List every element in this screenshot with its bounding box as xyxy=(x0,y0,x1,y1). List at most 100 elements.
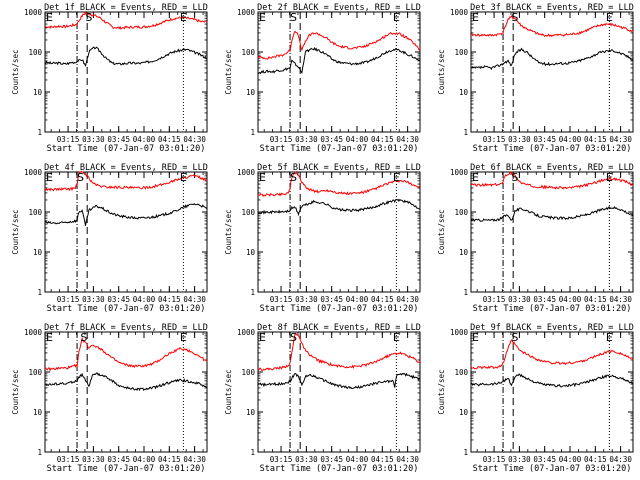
x-tick-label: 04:30 xyxy=(609,455,632,464)
x-tick-label: 04:00 xyxy=(559,295,582,304)
series-line-lld xyxy=(257,170,421,198)
y-tick-label: 10 xyxy=(33,88,43,97)
y-tick-label: 1 xyxy=(463,448,468,457)
y-axis-label: Counts/sec xyxy=(437,209,446,254)
x-axis-label: Start Time (07-Jan-07 03:01:20) xyxy=(473,464,632,474)
x-tick-label: 03:45 xyxy=(533,295,556,304)
panel-title: Det 6f BLACK = Events, RED = LLD xyxy=(470,163,634,173)
x-tick-label: 04:30 xyxy=(183,455,206,464)
marker-e: E xyxy=(393,11,400,24)
panel-title: Det 7f BLACK = Events, RED = LLD xyxy=(44,323,208,333)
x-tick-label: 04:00 xyxy=(559,455,582,464)
x-tick-label: 03:30 xyxy=(295,135,318,144)
y-tick-label: 10 xyxy=(246,88,256,97)
panel-title: Det 4f BLACK = Events, RED = LLD xyxy=(44,163,208,173)
marker-e: E xyxy=(46,171,53,184)
marker-e: E xyxy=(180,331,187,344)
x-tick-label: 04:00 xyxy=(559,135,582,144)
y-tick-label: 1 xyxy=(37,288,42,297)
plot-frame xyxy=(44,11,208,133)
marker-e: E xyxy=(259,331,266,344)
y-tick-label: 1 xyxy=(37,448,42,457)
plot-frame xyxy=(257,11,421,133)
x-tick-label: 04:00 xyxy=(346,455,369,464)
x-tick-label: 03:45 xyxy=(533,135,556,144)
x-tick-label: 04:00 xyxy=(346,135,369,144)
x-tick-label: 04:15 xyxy=(158,455,181,464)
x-tick-label: 03:15 xyxy=(483,295,506,304)
x-tick-label: 03:30 xyxy=(508,135,531,144)
marker-e: E xyxy=(472,331,479,344)
y-tick-label: 1000 xyxy=(450,328,469,337)
y-tick-label: 1 xyxy=(463,288,468,297)
x-tick-label: 04:15 xyxy=(158,135,181,144)
marker-e: E xyxy=(46,331,53,344)
x-tick-label: 03:45 xyxy=(533,455,556,464)
marker-e: E xyxy=(472,11,479,24)
series-line-events xyxy=(257,46,421,75)
x-tick-label: 03:30 xyxy=(508,295,531,304)
plot-frame xyxy=(44,331,208,453)
y-tick-label: 10 xyxy=(246,248,256,257)
y-tick-label: 10 xyxy=(33,408,43,417)
series-line-lld xyxy=(257,30,421,60)
plot-frame xyxy=(257,331,421,453)
x-tick-label: 03:45 xyxy=(320,455,343,464)
marker-s: S xyxy=(85,11,92,24)
y-tick-label: 1 xyxy=(463,128,468,137)
x-tick-label: 03:15 xyxy=(270,455,293,464)
x-axis-label: Start Time (07-Jan-07 03:01:20) xyxy=(47,464,206,474)
panel-det-9: Det 9f BLACK = Events, RED = LLD 1 10 100 10… xyxy=(437,323,634,474)
marker-s: S xyxy=(80,331,87,344)
y-tick-label: 1 xyxy=(250,288,255,297)
panel-det-3: Det 3f BLACK = Events, RED = LLD 1 10 100 10… xyxy=(437,3,634,154)
x-tick-label: 03:45 xyxy=(320,295,343,304)
x-tick-label: 04:30 xyxy=(183,295,206,304)
series-line-lld xyxy=(470,15,634,38)
x-tick-label: 04:15 xyxy=(371,455,394,464)
x-tick-label: 04:00 xyxy=(133,135,156,144)
x-tick-label: 03:30 xyxy=(82,455,105,464)
y-axis-label: Counts/sec xyxy=(224,49,233,94)
x-tick-label: 03:45 xyxy=(107,135,130,144)
x-axis-label: Start Time (07-Jan-07 03:01:20) xyxy=(260,144,419,154)
y-tick-label: 10 xyxy=(246,408,256,417)
series-line-events xyxy=(470,373,633,388)
y-axis-label: Counts/sec xyxy=(224,209,233,254)
x-tick-label: 04:30 xyxy=(609,295,632,304)
marker-e: E xyxy=(393,171,400,184)
y-tick-label: 100 xyxy=(28,48,42,57)
panel-det-1: Det 1f BLACK = Events, RED = LLD 1 10 100 10… xyxy=(11,3,208,154)
x-tick-label: 04:15 xyxy=(158,295,181,304)
y-axis-label: Counts/sec xyxy=(437,49,446,94)
x-axis-label: Start Time (07-Jan-07 03:01:20) xyxy=(260,304,419,314)
y-tick-label: 1000 xyxy=(450,8,469,17)
x-tick-label: 04:30 xyxy=(609,135,632,144)
panel-det-5: Det 5f BLACK = Events, RED = LLD 1 10 100 10… xyxy=(224,163,421,314)
y-tick-label: 1000 xyxy=(237,168,256,177)
y-tick-label: 100 xyxy=(28,368,42,377)
series-line-lld xyxy=(44,11,208,30)
x-tick-label: 04:00 xyxy=(133,455,156,464)
y-tick-label: 1 xyxy=(250,128,255,137)
y-tick-label: 10 xyxy=(459,248,469,257)
x-axis-label: Start Time (07-Jan-07 03:01:20) xyxy=(47,144,206,154)
marker-s: S xyxy=(290,331,297,344)
y-axis-label: Counts/sec xyxy=(224,369,233,414)
x-tick-label: 03:45 xyxy=(320,135,343,144)
y-axis-label: Counts/sec xyxy=(11,49,20,94)
x-tick-label: 04:30 xyxy=(183,135,206,144)
plot-frame xyxy=(257,171,421,293)
series-line-events xyxy=(470,47,634,71)
y-tick-label: 10 xyxy=(459,408,469,417)
x-tick-label: 03:15 xyxy=(57,455,80,464)
y-tick-label: 100 xyxy=(241,368,255,377)
panel-title: Det 9f BLACK = Events, RED = LLD xyxy=(470,323,634,333)
x-tick-label: 04:15 xyxy=(371,135,394,144)
panel-det-6: Det 6f BLACK = Events, RED = LLD 1 10 100 10… xyxy=(437,163,634,314)
marker-e: E xyxy=(180,11,187,24)
x-tick-label: 04:00 xyxy=(346,295,369,304)
marker-e: E xyxy=(472,171,479,184)
x-tick-label: 03:30 xyxy=(82,295,105,304)
